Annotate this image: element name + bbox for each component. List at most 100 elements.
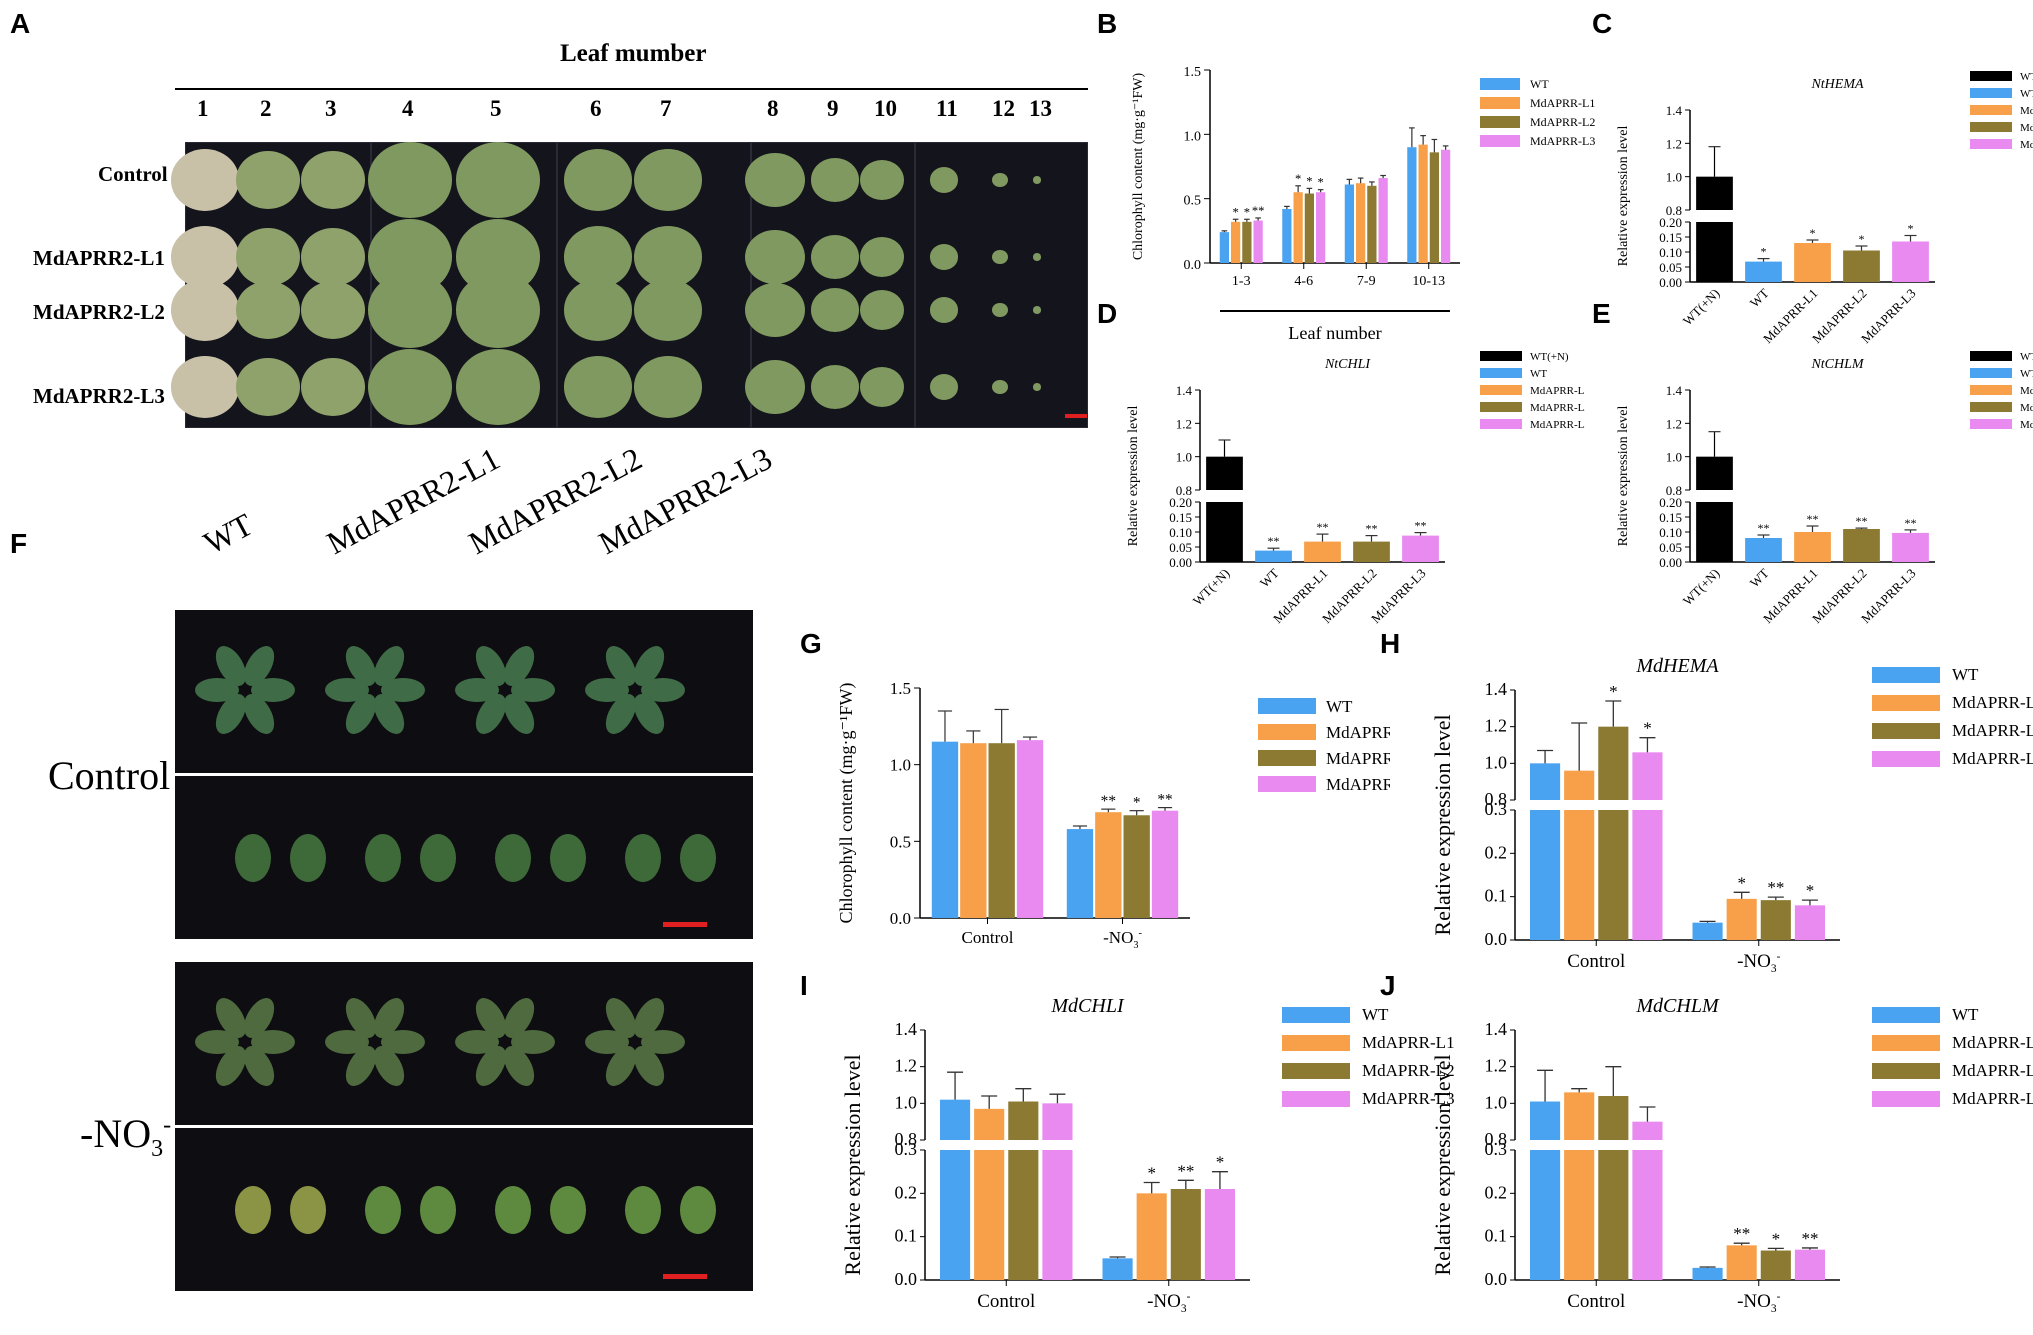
x-tick-label: Control xyxy=(977,1291,1035,1312)
x-tick-label-sub: 3 xyxy=(1771,963,1777,975)
legend-label: MdAPRR-L2 xyxy=(2020,122,2033,134)
significance-label: ** xyxy=(1366,522,1378,536)
x-tick-label: WT(+N) xyxy=(1190,566,1233,609)
legend-label: MdAPRR2-L3 xyxy=(1326,775,1390,794)
leaf-photo xyxy=(301,151,365,209)
scale-bar xyxy=(663,1274,707,1279)
bar xyxy=(1353,541,1390,562)
leaf-photo xyxy=(236,151,300,209)
chart-b-leaf-chlorophyll: 0.0 0.5 1.0 1.5 * * ** 1-3 * * * 4-6 7-9 10-13 Chlorop… xyxy=(1120,50,1595,350)
bar xyxy=(1016,740,1044,918)
bar xyxy=(1367,185,1377,263)
bar xyxy=(1892,241,1929,282)
bar xyxy=(1282,208,1292,263)
significance-label: ** xyxy=(1252,204,1265,218)
significance-label: ** xyxy=(1758,521,1770,535)
panel-letter-h: H xyxy=(1380,628,1401,659)
x-tick-label-sub: 3 xyxy=(1133,940,1138,951)
x-tick-label: -NO3- xyxy=(1737,1291,1780,1315)
bar xyxy=(931,741,959,918)
legend-label: WT xyxy=(1326,697,1353,716)
bar xyxy=(1316,192,1326,263)
legend-swatch xyxy=(1480,368,1522,378)
y-tick-label: 0.20 xyxy=(1659,495,1682,510)
axis-break-gap xyxy=(1562,800,1597,810)
leaf-number-label: 5 xyxy=(490,96,502,121)
bar xyxy=(1255,550,1292,562)
y-axis-label: Relative expression level xyxy=(840,1054,865,1275)
y-tick-label: 1.4 xyxy=(1176,383,1193,398)
panel-f-row-control-label: Control xyxy=(48,753,171,798)
legend-swatch xyxy=(1282,1035,1350,1051)
legend-label: MdAPRR-L3 xyxy=(1530,419,1585,431)
leaf-photo xyxy=(301,358,365,416)
y-tick-label: 0.0 xyxy=(895,1269,918,1289)
y-tick-label: 0.10 xyxy=(1659,245,1682,260)
y-tick-label: 1.5 xyxy=(1184,65,1202,80)
scale-bar xyxy=(1065,414,1087,418)
legend-label: WT(+N) xyxy=(2020,351,2033,363)
panel-letter-b: B xyxy=(1097,8,1118,39)
legend-swatch xyxy=(1872,1007,1940,1023)
legend-swatch xyxy=(1970,385,2012,395)
y-tick-label: 0.20 xyxy=(1169,495,1192,510)
leaf-photo xyxy=(634,149,702,211)
leaf-number-label: 7 xyxy=(660,96,672,121)
bar xyxy=(1441,149,1451,263)
bar xyxy=(1304,541,1341,562)
significance-label: * xyxy=(1859,232,1865,246)
legend-swatch xyxy=(1480,135,1520,147)
axis-break-gap xyxy=(1205,490,1244,502)
legend-swatch xyxy=(1480,385,1522,395)
significance-label: * xyxy=(1772,1229,1781,1248)
leaf-photo xyxy=(634,356,702,418)
legend-label: MdAPRR-L2 xyxy=(1530,115,1595,129)
chart-title: NtHEMA xyxy=(1810,77,1864,92)
legend-swatch xyxy=(1970,139,2012,149)
y-tick-label: 0.1 xyxy=(1485,1226,1508,1246)
significance-label: ** xyxy=(1801,1229,1818,1248)
legend-label: MdAPRR-L3 xyxy=(1952,1089,2033,1108)
y-tick-label: 0.15 xyxy=(1659,510,1682,525)
x-tick-label: Control xyxy=(1567,951,1625,972)
detached-leaf xyxy=(235,1186,271,1234)
leaf-photo xyxy=(456,272,540,348)
panel-a-title-rule xyxy=(175,88,1088,90)
legend-label: MdAPRR-L3 xyxy=(2020,419,2033,431)
y-tick-label: 1.4 xyxy=(1485,1019,1508,1039)
bar xyxy=(1206,456,1243,562)
bar xyxy=(1564,1092,1595,1280)
leaf-number-label: 11 xyxy=(936,96,958,121)
panel-f-control-leaves-photo xyxy=(175,776,753,939)
y-tick-label: 0.05 xyxy=(1659,540,1682,555)
legend-swatch xyxy=(1970,122,2012,132)
leaf-photo xyxy=(236,358,300,416)
leaf-number-label: 9 xyxy=(827,96,839,121)
axis-break-gap xyxy=(1630,1140,1665,1150)
leaf-photo xyxy=(564,226,632,288)
x-tick-label: 4-6 xyxy=(1294,274,1313,289)
leaf-photo xyxy=(860,367,904,407)
legend-label: MdAPRR-L2 xyxy=(1530,402,1585,414)
y-tick-label: 1.0 xyxy=(1485,1092,1508,1112)
bar xyxy=(1843,250,1880,282)
significance-label: ** xyxy=(1905,516,1917,530)
y-tick-label: 0.8 xyxy=(1666,203,1682,218)
significance-label: ** xyxy=(1733,1224,1750,1243)
significance-label: ** xyxy=(1317,520,1329,534)
chart-title: MdCHLI xyxy=(1050,995,1125,1017)
detached-leaf xyxy=(495,1186,531,1234)
legend-swatch xyxy=(1970,71,2012,81)
leaf-photo xyxy=(634,279,702,341)
x-tick-label: -NO3- xyxy=(1737,951,1780,975)
significance-label: ** xyxy=(1856,514,1868,528)
leaf-photo xyxy=(368,142,452,218)
detached-leaf xyxy=(365,1186,401,1234)
bar xyxy=(1356,183,1366,263)
y-axis-label: Relative expression level xyxy=(1126,406,1141,547)
leaf-photo xyxy=(301,281,365,339)
panel-a-row-label: MdAPRR2-L2 xyxy=(33,300,165,324)
y-tick-label: 1.0 xyxy=(1666,170,1682,185)
x-tick-label-sup: - xyxy=(1777,951,1781,963)
significance-label: * xyxy=(1232,205,1238,219)
